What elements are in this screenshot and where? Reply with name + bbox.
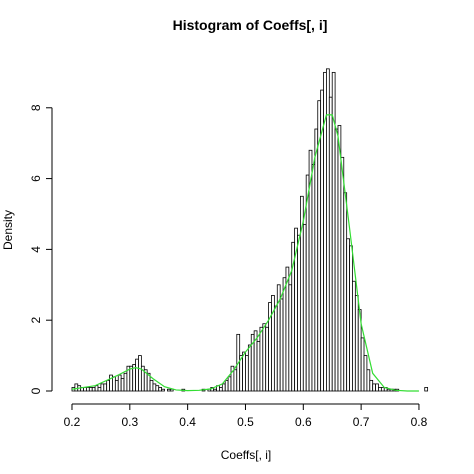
- bar: [103, 383, 108, 392]
- bar: [311, 164, 316, 392]
- bar: [282, 277, 287, 392]
- bar: [86, 387, 90, 392]
- bar: [94, 385, 99, 392]
- bar: [372, 383, 376, 392]
- x-tick-label: 0.8: [411, 415, 428, 429]
- bar: [219, 387, 223, 392]
- bar: [285, 266, 290, 392]
- x-axis-label: Coeffs[, i]: [221, 448, 271, 462]
- bar: [91, 387, 96, 392]
- bar: [262, 323, 267, 392]
- bar: [302, 224, 307, 392]
- bar: [158, 387, 163, 392]
- bar: [227, 376, 232, 392]
- bar: [337, 125, 342, 392]
- y-tick-label: 0: [29, 387, 43, 394]
- bar: [161, 388, 165, 392]
- bar: [256, 341, 261, 392]
- x-tick-label: 0.2: [64, 415, 81, 429]
- bar: [155, 385, 160, 392]
- x-tick-label: 0.6: [295, 415, 312, 429]
- bar: [245, 355, 249, 392]
- bar: [129, 365, 134, 392]
- bar: [74, 383, 79, 392]
- bar: [386, 388, 391, 392]
- bar: [378, 387, 382, 392]
- x-tick-label: 0.7: [353, 415, 370, 429]
- bar: [112, 376, 116, 392]
- bar: [259, 326, 264, 392]
- bar: [363, 355, 368, 392]
- bar: [354, 295, 359, 392]
- bar: [314, 128, 319, 392]
- x-tick-label: 0.5: [237, 415, 254, 429]
- bar: [152, 383, 157, 392]
- bar: [288, 284, 293, 392]
- x-tick-label: 0.3: [121, 415, 138, 429]
- y-tick-label: 8: [29, 104, 43, 111]
- bar: [424, 387, 429, 392]
- bar: [346, 238, 350, 392]
- bar: [242, 351, 246, 392]
- y-tick-label: 6: [29, 175, 43, 182]
- bar: [114, 379, 119, 392]
- bar: [120, 378, 125, 392]
- bar: [375, 383, 379, 392]
- bar: [100, 383, 105, 392]
- bar: [352, 280, 356, 392]
- bar: [366, 369, 371, 392]
- bar: [369, 379, 374, 392]
- bar: [279, 298, 284, 392]
- bar: [149, 379, 154, 392]
- y-tick-label: 2: [29, 317, 43, 324]
- bar: [135, 358, 139, 392]
- bar: [340, 156, 345, 392]
- bar: [224, 379, 229, 392]
- bar: [117, 374, 122, 392]
- bar: [138, 355, 142, 392]
- density-curve: [71, 114, 419, 392]
- bar: [380, 387, 385, 392]
- bar: [273, 305, 278, 392]
- bar: [166, 388, 171, 392]
- bar: [233, 369, 238, 392]
- bar: [349, 245, 353, 392]
- bar: [343, 192, 348, 392]
- bar: [97, 387, 102, 392]
- bar: [213, 388, 217, 392]
- bar: [360, 337, 365, 392]
- bar: [334, 128, 339, 392]
- bar: [247, 344, 252, 392]
- chart-title: Histogram of Coeffs[, i]: [173, 17, 328, 33]
- y-tick-label: 4: [29, 246, 43, 253]
- bar: [297, 234, 301, 392]
- bar: [305, 174, 310, 392]
- bar: [265, 326, 269, 392]
- bar: [106, 379, 110, 392]
- y-axis-label: Density: [1, 210, 15, 250]
- bar: [123, 372, 128, 392]
- bar: [326, 68, 330, 392]
- x-tick-label: 0.4: [179, 415, 196, 429]
- bar: [88, 387, 93, 392]
- bar: [328, 96, 333, 392]
- bar: [221, 383, 226, 392]
